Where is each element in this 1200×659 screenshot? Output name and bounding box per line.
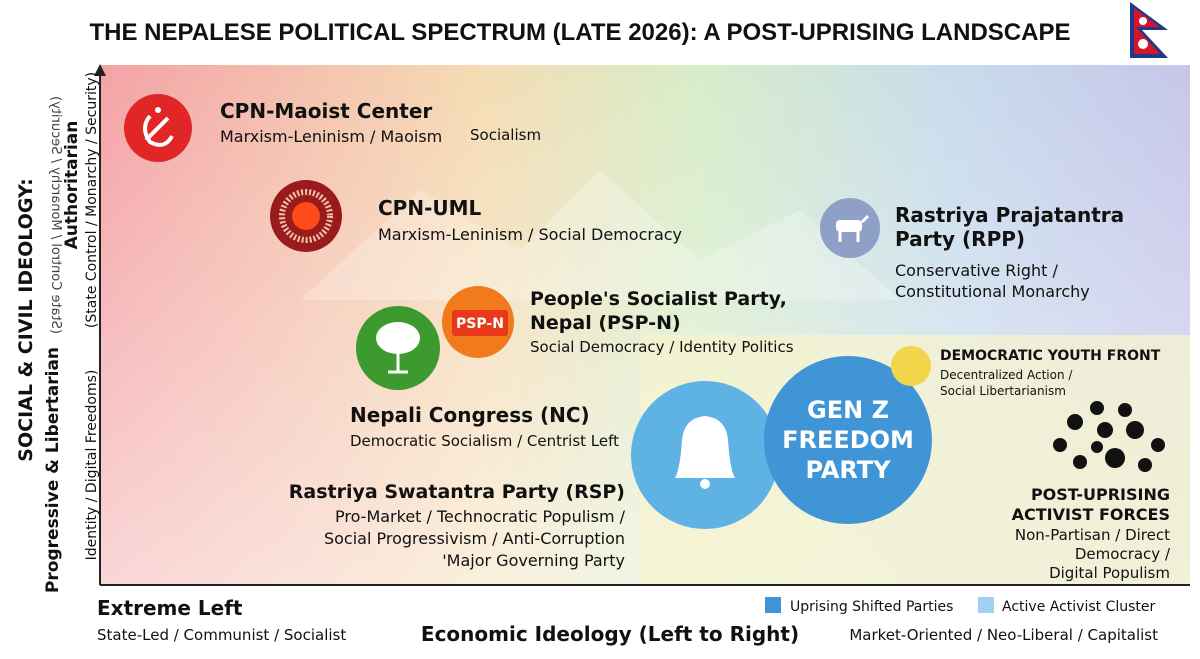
party-ideology: Social Democracy / Identity Politics [530,338,794,356]
party-name: POST-UPRISING [1031,485,1170,504]
party-name: FREEDOM [782,426,914,454]
party-ideology: Non-Partisan / Direct [1015,526,1170,544]
party-ideology: Social Progressivism / Anti-Corruption [324,529,625,548]
party-ideology: Social Libertarianism [940,384,1066,398]
rpp-logo [820,198,880,258]
party-ideology: 'Major Governing Party [442,551,625,570]
party-ideology: Decentralized Action / [940,368,1073,382]
y-axis-bottom-sub: Identity / Digital Freedoms) [84,370,100,561]
party-name: Nepal (PSP-N) [530,312,681,334]
x-axis-title: Economic Ideology (Left to Right) [421,622,799,646]
y-axis-arrow [94,64,106,76]
party-name: Rastriya Prajatantra [895,203,1124,227]
x-axis-right-sub: Market-Oriented / Neo-Liberal / Capitali… [849,626,1158,644]
party-name: CPN-UML [378,196,482,220]
party-ideology: Constitutional Monarchy [895,282,1090,301]
party-name: Nepali Congress (NC) [350,403,590,427]
y-axis-heading: SOCIAL & CIVIL IDEOLOGY: [15,178,37,461]
activist-icons [1053,401,1165,472]
party-ideology: Democracy / [1075,545,1171,563]
y-axis-bottom-label: Progressive & Libertarian [43,347,63,593]
party-name: PARTY [805,456,891,484]
genz-logo [631,356,932,529]
party-ideology: Pro-Market / Technocratic Populism / [335,507,626,526]
youth-front-dot [891,346,931,386]
party-note: Socialism [470,126,541,144]
party-name: DEMOCRATIC YOUTH FRONT [940,348,1161,364]
party-name: Party (RPP) [895,227,1025,251]
legend-label: Uprising Shifted Parties [790,599,953,615]
legend-label: Active Activist Cluster [1002,599,1156,615]
uml-logo [270,180,342,252]
y-axis-top-sub: (State Control / Monarchy / Security) [84,72,100,328]
party-name: People's Socialist Party, [530,288,787,310]
flag [1130,2,1168,58]
mountain [300,170,900,300]
x-axis-left-sub: State-Led / Communist / Socialist [97,626,346,644]
party-name: ACTIVIST FORCES [1012,505,1170,524]
party-ideology: Democratic Socialism / Centrist Left [350,432,619,450]
nc-logo [356,306,440,390]
party-name: Rastriya Swatantra Party (RSP) [289,481,625,503]
psp-logo-text: PSP-N [456,316,504,332]
party-ideology: Conservative Right / [895,261,1058,280]
party-name: CPN-Maoist Center [220,99,432,123]
maoist-logo [124,94,192,162]
party-ideology: Marxism-Leninism / Social Democracy [378,225,682,244]
y-axis-top-sub-mirrored: (State Control / Monarchy / Security) [48,96,63,334]
title: THE NEPALESE POLITICAL SPECTRUM (LATE 20… [90,19,1071,46]
psp-logo: PSP-N [442,286,514,358]
x-axis-left-label: Extreme Left [97,596,243,620]
party-ideology: Digital Populism [1049,564,1170,582]
party-name: GEN Z [807,396,889,424]
y-axis-top-label: Authoritarian [62,121,82,250]
legend-swatch [978,597,994,613]
legend-swatch [765,597,781,613]
party-ideology: Marxism-Leninism / Maoism [220,127,442,146]
